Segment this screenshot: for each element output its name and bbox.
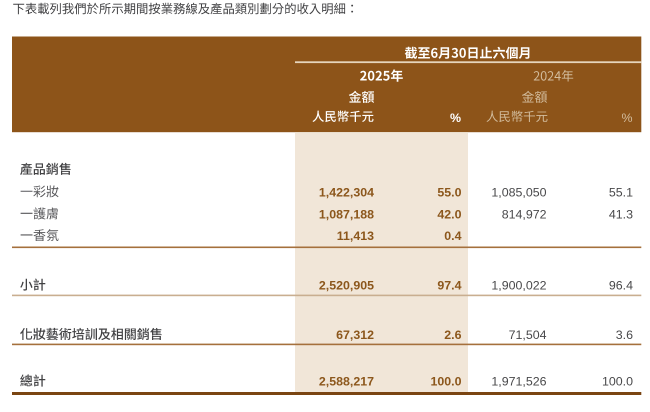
svg-text:1,087,188: 1,087,188 xyxy=(319,208,374,222)
svg-text:1,422,304: 1,422,304 xyxy=(319,186,374,200)
svg-text:100.0: 100.0 xyxy=(430,374,461,388)
svg-text:11,413: 11,413 xyxy=(337,229,374,243)
svg-text:814,972: 814,972 xyxy=(502,208,547,222)
svg-text:%: % xyxy=(621,111,632,125)
svg-text:1,085,050: 1,085,050 xyxy=(491,186,546,200)
svg-text:100.0: 100.0 xyxy=(602,374,633,388)
svg-text:97.4: 97.4 xyxy=(437,279,461,293)
svg-text:55.1: 55.1 xyxy=(609,186,633,200)
svg-text:41.3: 41.3 xyxy=(609,208,633,222)
svg-text:%: % xyxy=(450,111,461,125)
svg-text:71,504: 71,504 xyxy=(509,328,547,342)
svg-text:2.6: 2.6 xyxy=(444,328,461,342)
svg-text:0.4: 0.4 xyxy=(444,229,461,243)
svg-text:96.4: 96.4 xyxy=(609,279,633,293)
svg-text:1,971,526: 1,971,526 xyxy=(491,374,546,388)
svg-text:3.6: 3.6 xyxy=(616,328,633,342)
svg-text:42.0: 42.0 xyxy=(437,208,461,222)
svg-text:67,312: 67,312 xyxy=(336,328,374,342)
svg-text:55.0: 55.0 xyxy=(437,186,461,200)
svg-text:2,588,217: 2,588,217 xyxy=(319,374,374,388)
svg-text:2,520,905: 2,520,905 xyxy=(319,279,374,293)
svg-text:1,900,022: 1,900,022 xyxy=(491,279,546,293)
